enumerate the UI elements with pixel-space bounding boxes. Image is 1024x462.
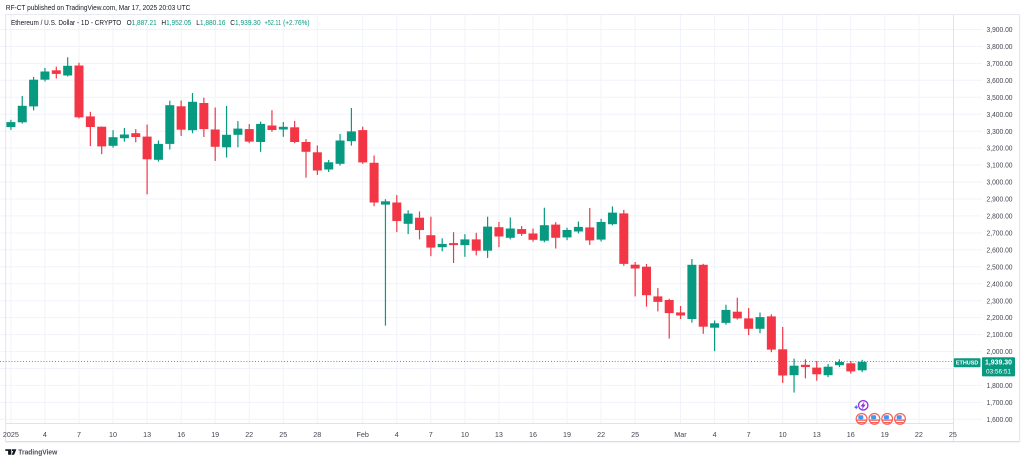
svg-text:2,700.00: 2,700.00 <box>987 229 1013 238</box>
svg-text:3,800.00: 3,800.00 <box>987 42 1013 51</box>
svg-text:10: 10 <box>779 430 787 439</box>
svg-text:10: 10 <box>109 430 117 439</box>
svg-text:2,400.00: 2,400.00 <box>987 279 1013 288</box>
svg-text:1,700.00: 1,700.00 <box>987 398 1013 407</box>
svg-text:Ethereum / U.S. Dollar - 1D -: Ethereum / U.S. Dollar - 1D - CRYPTO <box>11 18 122 27</box>
svg-text:1,939.30: 1,939.30 <box>985 360 1012 367</box>
svg-text:O1,887.21: O1,887.21 <box>127 18 157 27</box>
svg-text:3,200.00: 3,200.00 <box>987 144 1013 153</box>
svg-text:2,100.00: 2,100.00 <box>987 330 1013 339</box>
svg-text:Feb: Feb <box>357 430 369 439</box>
svg-text:2,200.00: 2,200.00 <box>987 313 1013 322</box>
svg-text:Mar: Mar <box>674 430 687 439</box>
svg-text:19: 19 <box>881 430 889 439</box>
svg-text:3,600.00: 3,600.00 <box>987 76 1013 85</box>
svg-text:19: 19 <box>211 430 219 439</box>
svg-text:16: 16 <box>177 430 185 439</box>
svg-text:2,500.00: 2,500.00 <box>987 262 1013 271</box>
svg-text:4: 4 <box>43 430 47 439</box>
svg-text:1,600.00: 1,600.00 <box>987 415 1013 424</box>
svg-text:3,100.00: 3,100.00 <box>987 161 1013 170</box>
svg-text:22: 22 <box>597 430 605 439</box>
svg-text:7: 7 <box>429 430 433 439</box>
svg-text:16: 16 <box>847 430 855 439</box>
svg-text:19: 19 <box>563 430 571 439</box>
svg-text:C1,939.30: C1,939.30 <box>230 18 260 27</box>
svg-text:25: 25 <box>279 430 287 439</box>
svg-text:+52.11: +52.11 <box>265 18 282 27</box>
svg-text:7: 7 <box>747 430 751 439</box>
svg-text:13: 13 <box>495 430 503 439</box>
svg-text:25: 25 <box>949 430 957 439</box>
svg-text:3,400.00: 3,400.00 <box>987 110 1013 119</box>
svg-text:2,300.00: 2,300.00 <box>987 296 1013 305</box>
svg-text:(+2.76%): (+2.76%) <box>283 18 309 27</box>
svg-text:10: 10 <box>461 430 469 439</box>
svg-text:3,300.00: 3,300.00 <box>987 127 1013 136</box>
svg-text:2,800.00: 2,800.00 <box>987 212 1013 221</box>
svg-text:16: 16 <box>529 430 537 439</box>
svg-text:1,800.00: 1,800.00 <box>987 381 1013 390</box>
svg-text:03:56:51: 03:56:51 <box>986 368 1011 375</box>
svg-text:H1,952.05: H1,952.05 <box>161 18 191 27</box>
svg-text:22: 22 <box>245 430 253 439</box>
svg-text:4: 4 <box>395 430 399 439</box>
svg-text:3,900.00: 3,900.00 <box>987 25 1013 34</box>
svg-text:4: 4 <box>713 430 717 439</box>
svg-text:7: 7 <box>77 430 81 439</box>
svg-text:RF-CT published on TradingView: RF-CT published on TradingView.com, Mar … <box>6 3 191 12</box>
svg-text:13: 13 <box>813 430 821 439</box>
svg-text:25: 25 <box>631 430 639 439</box>
svg-text:TradingView: TradingView <box>18 447 57 456</box>
svg-text:3,700.00: 3,700.00 <box>987 59 1013 68</box>
svg-text:L1,880.16: L1,880.16 <box>196 18 225 27</box>
svg-text:2,900.00: 2,900.00 <box>987 195 1013 204</box>
svg-text:2,600.00: 2,600.00 <box>987 245 1013 254</box>
svg-text:2025: 2025 <box>3 430 19 439</box>
svg-text:28: 28 <box>313 430 321 439</box>
svg-text:22: 22 <box>915 430 923 439</box>
svg-text:3,500.00: 3,500.00 <box>987 93 1013 102</box>
svg-text:13: 13 <box>143 430 151 439</box>
svg-text:3,000.00: 3,000.00 <box>987 178 1013 187</box>
svg-text:ETHUSD: ETHUSD <box>956 361 979 367</box>
svg-text:2,000.00: 2,000.00 <box>987 347 1013 356</box>
